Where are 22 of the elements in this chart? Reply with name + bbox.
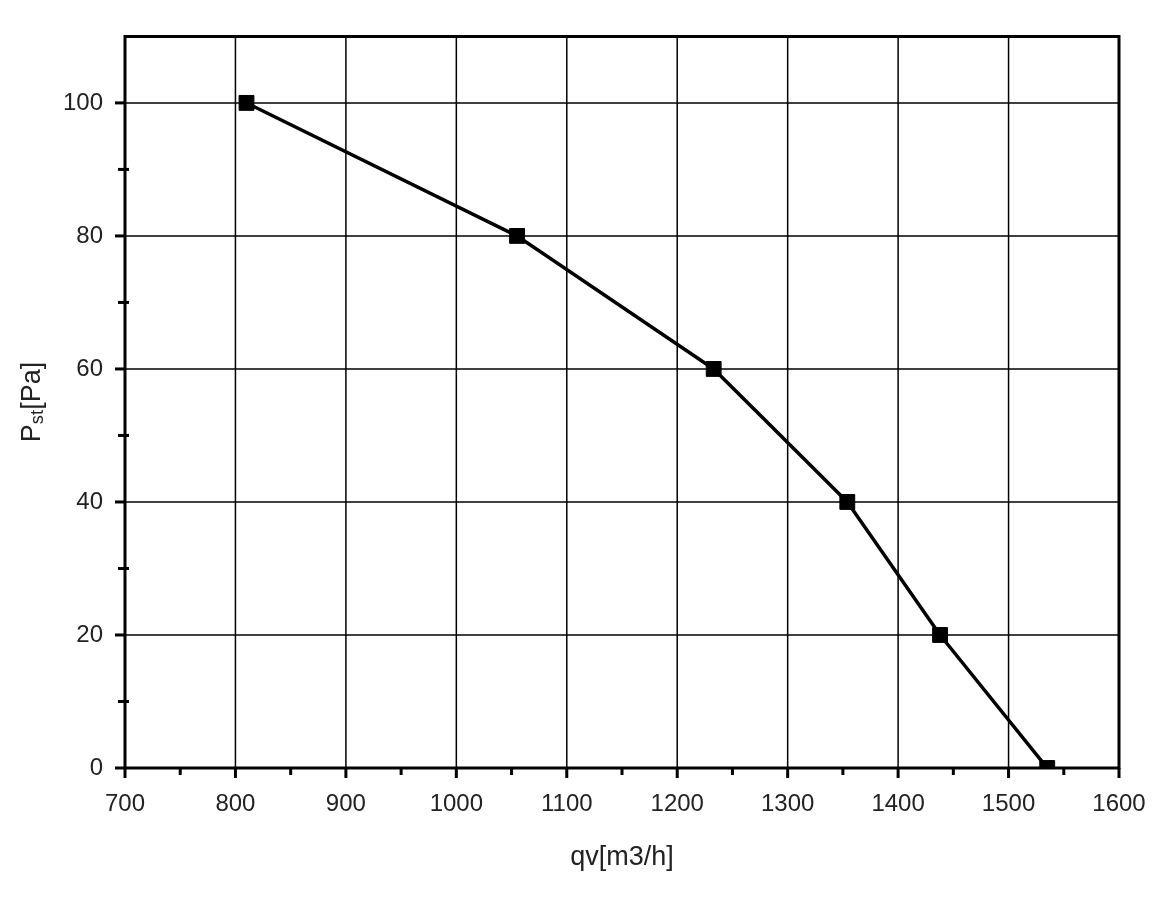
x-tick-label: 1300 (760, 789, 815, 817)
x-tick-label: 1100 (540, 789, 593, 817)
y-tick-label: 0 (89, 752, 103, 780)
x-tick-label: 1600 (1092, 789, 1146, 817)
point (238, 94, 255, 111)
point (932, 627, 949, 643)
x-tick-label: 1000 (429, 789, 484, 817)
x-tick-label: 900 (325, 789, 366, 817)
y-tick-label: 60 (76, 353, 103, 381)
y-tick-label: 80 (76, 220, 103, 248)
y-tick-label: 20 (76, 619, 103, 647)
x-tick-label: 800 (215, 789, 256, 817)
y-tick-label: 40 (76, 486, 103, 514)
x-axis-title: qv[m3/h] (570, 841, 674, 872)
x-tick-label: 1500 (981, 789, 1036, 817)
point (839, 494, 856, 510)
x-tick-label: 1400 (871, 789, 925, 817)
y-tick-label: 100 (62, 87, 103, 115)
point (509, 228, 525, 244)
x-tick-label: 700 (104, 789, 146, 817)
point (705, 361, 722, 377)
x-tick-label: 1200 (650, 789, 704, 817)
